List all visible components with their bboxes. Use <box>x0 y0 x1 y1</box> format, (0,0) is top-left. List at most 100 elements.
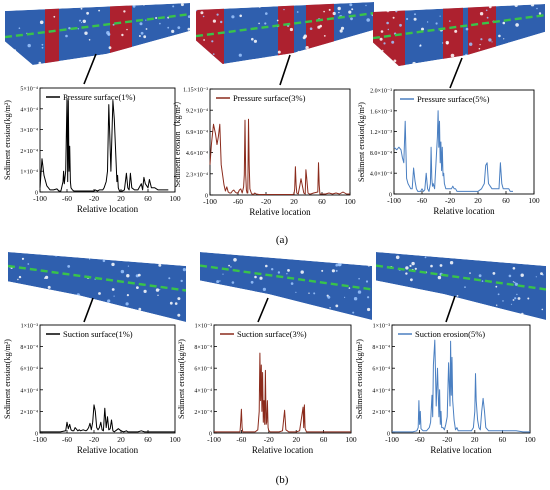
y-tick-label: 1×10⁻³ <box>195 324 213 330</box>
x-axis-label: Relative location <box>77 204 139 214</box>
x-tick-label: 60 <box>502 196 510 205</box>
y-tick-label: 5×10⁻⁴ <box>20 87 38 93</box>
chart-panel-b-2: -100 -60 -20 20 60 100 0 2×10⁻⁴ 4×10⁻⁴ 6×10⁻⁴ 8×10… <box>177 324 357 456</box>
x-axis-label: Relative location <box>430 445 492 455</box>
x-tick-label: -100 <box>207 435 221 444</box>
x-tick-label: 60 <box>499 435 507 444</box>
x-tick-label: 20 <box>292 435 300 444</box>
y-tick-label: 0 <box>35 432 38 438</box>
y-tick-label: 0 <box>205 194 208 200</box>
y-tick-label: 9.2×10⁻⁴ <box>186 109 208 115</box>
leader-line <box>279 54 291 86</box>
x-tick-label: -60 <box>415 435 425 444</box>
x-axis-label: Relative location <box>249 207 311 217</box>
y-tick-label: 2×10⁻⁴ <box>194 410 212 416</box>
series-line <box>214 352 351 433</box>
y-tick-label: 2.0×10⁻³ <box>370 89 392 95</box>
y-tick-label: 6×10⁻⁴ <box>372 367 390 373</box>
blade-contour-image <box>373 4 545 66</box>
x-tick-label: 20 <box>474 196 482 205</box>
x-tick-label: -20 <box>264 435 274 444</box>
x-tick-label: -60 <box>417 196 427 205</box>
x-tick-label: 100 <box>344 197 356 206</box>
legend-label: Suction surface(3%) <box>237 329 307 339</box>
y-tick-label: 1.2×10⁻³ <box>370 130 392 136</box>
y-tick-label: 0 <box>209 432 212 438</box>
x-tick-label: -20 <box>445 196 455 205</box>
x-tick-label: 20 <box>117 435 125 444</box>
series-line <box>209 118 350 195</box>
series-line <box>392 339 530 433</box>
x-tick-label: -100 <box>33 435 47 444</box>
blade-contour-image <box>8 252 186 322</box>
chart-panel-a-2: -100 -60 -20 20 60 100 0 2.3×10⁻⁴ 4.6×10⁻⁴ 6.9×10… <box>173 88 356 218</box>
x-tick-label: 100 <box>169 435 181 444</box>
y-tick-label: 0 <box>35 191 38 197</box>
leader-line <box>257 297 269 323</box>
y-axis-label: Sediment erosion(kg/m²) <box>177 339 186 419</box>
y-tick-label: 4×10⁻⁴ <box>20 388 38 394</box>
plot-frame <box>213 324 352 434</box>
x-tick-label: -100 <box>385 435 399 444</box>
x-axis-label: Relative location <box>433 206 495 216</box>
y-tick-label: 2×10⁻⁴ <box>372 410 390 416</box>
legend: Pressure surface(5%) <box>400 94 490 104</box>
chart-panel-a-1: -100 -60 -20 20 60 100 0 1×10⁻⁴ 2×10⁻⁴ 3×10⁻⁴ 4×10… <box>3 87 181 215</box>
y-tick-label: 2×10⁻⁴ <box>20 149 38 155</box>
chart-panel-b-3: -100 -60 -20 20 60 100 0 2×10⁻⁴ 4×10⁻⁴ 6×10⁻⁴ 8×10… <box>355 324 536 456</box>
x-tick-label: -60 <box>233 197 243 206</box>
y-tick-label: 8.0×10⁻⁴ <box>370 151 392 157</box>
x-tick-label: -60 <box>62 194 72 203</box>
y-tick-label: 4.6×10⁻⁴ <box>186 151 208 157</box>
plot-frame <box>391 324 531 434</box>
blade-contour-image <box>200 252 372 320</box>
y-tick-label: 4×10⁻⁴ <box>20 107 38 113</box>
y-tick-label: 1×10⁻³ <box>373 324 391 330</box>
x-tick-label: 60 <box>144 435 152 444</box>
x-axis-label: Relative location <box>77 445 139 455</box>
y-tick-label: 6.9×10⁻⁴ <box>186 130 208 136</box>
x-tick-label: 60 <box>320 435 328 444</box>
x-tick-label: 20 <box>471 435 479 444</box>
chart-panel-a-3: -100 -60 -20 20 60 100 0 4.0×10⁻⁴ 8.0×10⁻⁴ 1.2×10… <box>357 89 540 217</box>
x-tick-label: 20 <box>290 197 298 206</box>
y-tick-label: 0 <box>389 193 392 199</box>
y-tick-label: 8×10⁻⁴ <box>194 345 212 351</box>
x-tick-label: -60 <box>236 435 246 444</box>
legend: Suction surface(3%) <box>220 329 307 339</box>
y-tick-label: 1×10⁻⁴ <box>20 170 38 176</box>
y-tick-label: 8×10⁻⁴ <box>372 345 390 351</box>
legend-label: Pressure surface(5%) <box>417 94 490 104</box>
y-tick-label: 6×10⁻⁴ <box>194 367 212 373</box>
figure-label-a: (a) <box>276 234 289 246</box>
y-axis-label: Sediment erosion(kg/m²) <box>357 102 366 182</box>
x-tick-label: 100 <box>169 194 181 203</box>
legend: Pressure surface(3%) <box>216 93 306 103</box>
legend-label: Pressure surface(1%) <box>63 92 136 102</box>
y-tick-label: 2×10⁻⁴ <box>20 410 38 416</box>
legend-label: Suction erosion(5%) <box>415 329 485 339</box>
legend: Suction surface(1%) <box>46 329 133 339</box>
x-tick-label: 100 <box>524 435 536 444</box>
legend: Pressure surface(1%) <box>46 92 136 102</box>
series-line <box>40 404 175 433</box>
x-tick-label: 100 <box>345 435 357 444</box>
x-tick-label: 100 <box>528 196 540 205</box>
y-tick-label: 4×10⁻⁴ <box>372 388 390 394</box>
x-tick-label: -20 <box>89 194 99 203</box>
plot-frame <box>393 89 535 195</box>
leader-line <box>449 57 463 89</box>
leader-line <box>83 53 97 85</box>
y-tick-label: 8×10⁻⁴ <box>20 345 38 351</box>
plot-frame <box>39 87 176 193</box>
x-tick-label: 60 <box>318 197 326 206</box>
x-tick-label: 20 <box>117 194 125 203</box>
series-line <box>393 110 513 192</box>
x-tick-label: -20 <box>442 435 452 444</box>
y-tick-label: 0 <box>387 432 390 438</box>
y-tick-label: 6×10⁻⁴ <box>20 367 38 373</box>
y-axis-label: Sediment erosion(kg/m²) <box>3 339 12 419</box>
y-axis-label: Sediment erosion（kg/m²） <box>173 97 182 188</box>
blade-contour-image <box>376 252 546 320</box>
